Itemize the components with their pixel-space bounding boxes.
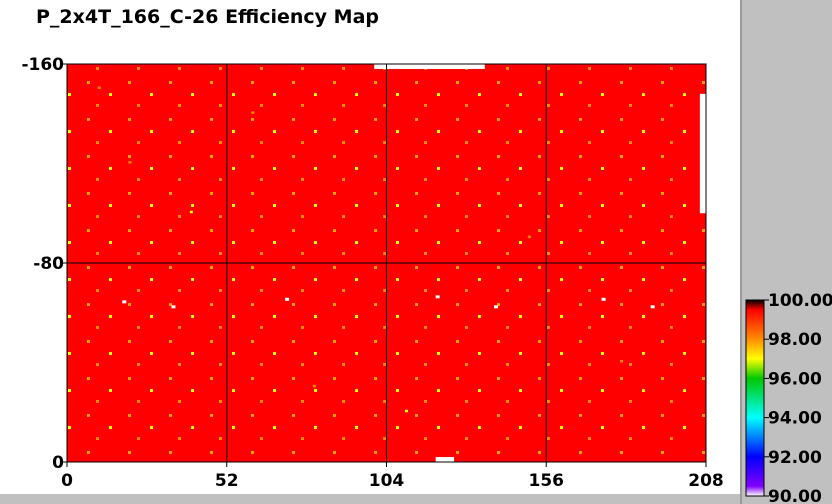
x-tick-label: 156 [529, 471, 565, 491]
colorbar-label: 98.00 [768, 330, 822, 350]
low-efficiency-pixel [122, 300, 127, 304]
bottom-status-bar [0, 494, 740, 504]
heatmap-cell [128, 161, 132, 164]
heatmap-cell [97, 86, 101, 89]
colorbar-gradient [745, 299, 765, 497]
x-tick-label: 208 [688, 471, 724, 491]
low-efficiency-pixel [285, 297, 290, 301]
efficiency-map-chart: 0 52 104 156 208 0 -80 -160 [21, 55, 723, 491]
heatmap-cell [404, 409, 409, 413]
heatmap-cell [312, 384, 316, 388]
y-tick-label: -160 [21, 55, 64, 75]
low-efficiency-pixel [650, 305, 655, 309]
x-tick-label: 52 [215, 471, 239, 491]
heatmap-cell [619, 360, 624, 363]
colorbar-label: 90.00 [768, 487, 822, 504]
low-efficiency-pixel [601, 297, 606, 301]
low-efficiency-region [435, 457, 455, 462]
heatmap-cell [189, 210, 193, 214]
x-tick-label: 104 [369, 471, 405, 491]
low-efficiency-pixel [171, 305, 176, 309]
low-efficiency-region [374, 64, 485, 69]
chart-title: P_2x4T_166_C-26 Efficiency Map [36, 6, 380, 28]
heatmap-cell [527, 235, 531, 239]
colorbar-label: 96.00 [768, 369, 822, 389]
axis-ticks: 0 52 104 156 208 0 -80 -160 [21, 55, 723, 491]
plot-window: P_2x4T_166_C-26 Efficiency Map 0 52 104 156… [0, 6, 740, 504]
y-tick-label: -80 [33, 254, 64, 274]
low-efficiency-pixel [435, 295, 440, 299]
colorbar-label: 92.00 [768, 448, 822, 468]
y-tick-label: 0 [52, 453, 64, 473]
low-efficiency-pixel [494, 305, 499, 309]
colorbar-panel: 100.00 98.00 96.00 94.00 92.00 90.00 [740, 0, 832, 504]
low-efficiency-region [699, 93, 706, 214]
x-tick-label: 0 [61, 471, 73, 491]
heatmap-cell [251, 111, 255, 114]
colorbar: 100.00 98.00 96.00 94.00 92.00 90.00 [745, 291, 832, 504]
colorbar-label: 100.00 [768, 291, 832, 311]
colorbar-label: 94.00 [768, 409, 822, 429]
